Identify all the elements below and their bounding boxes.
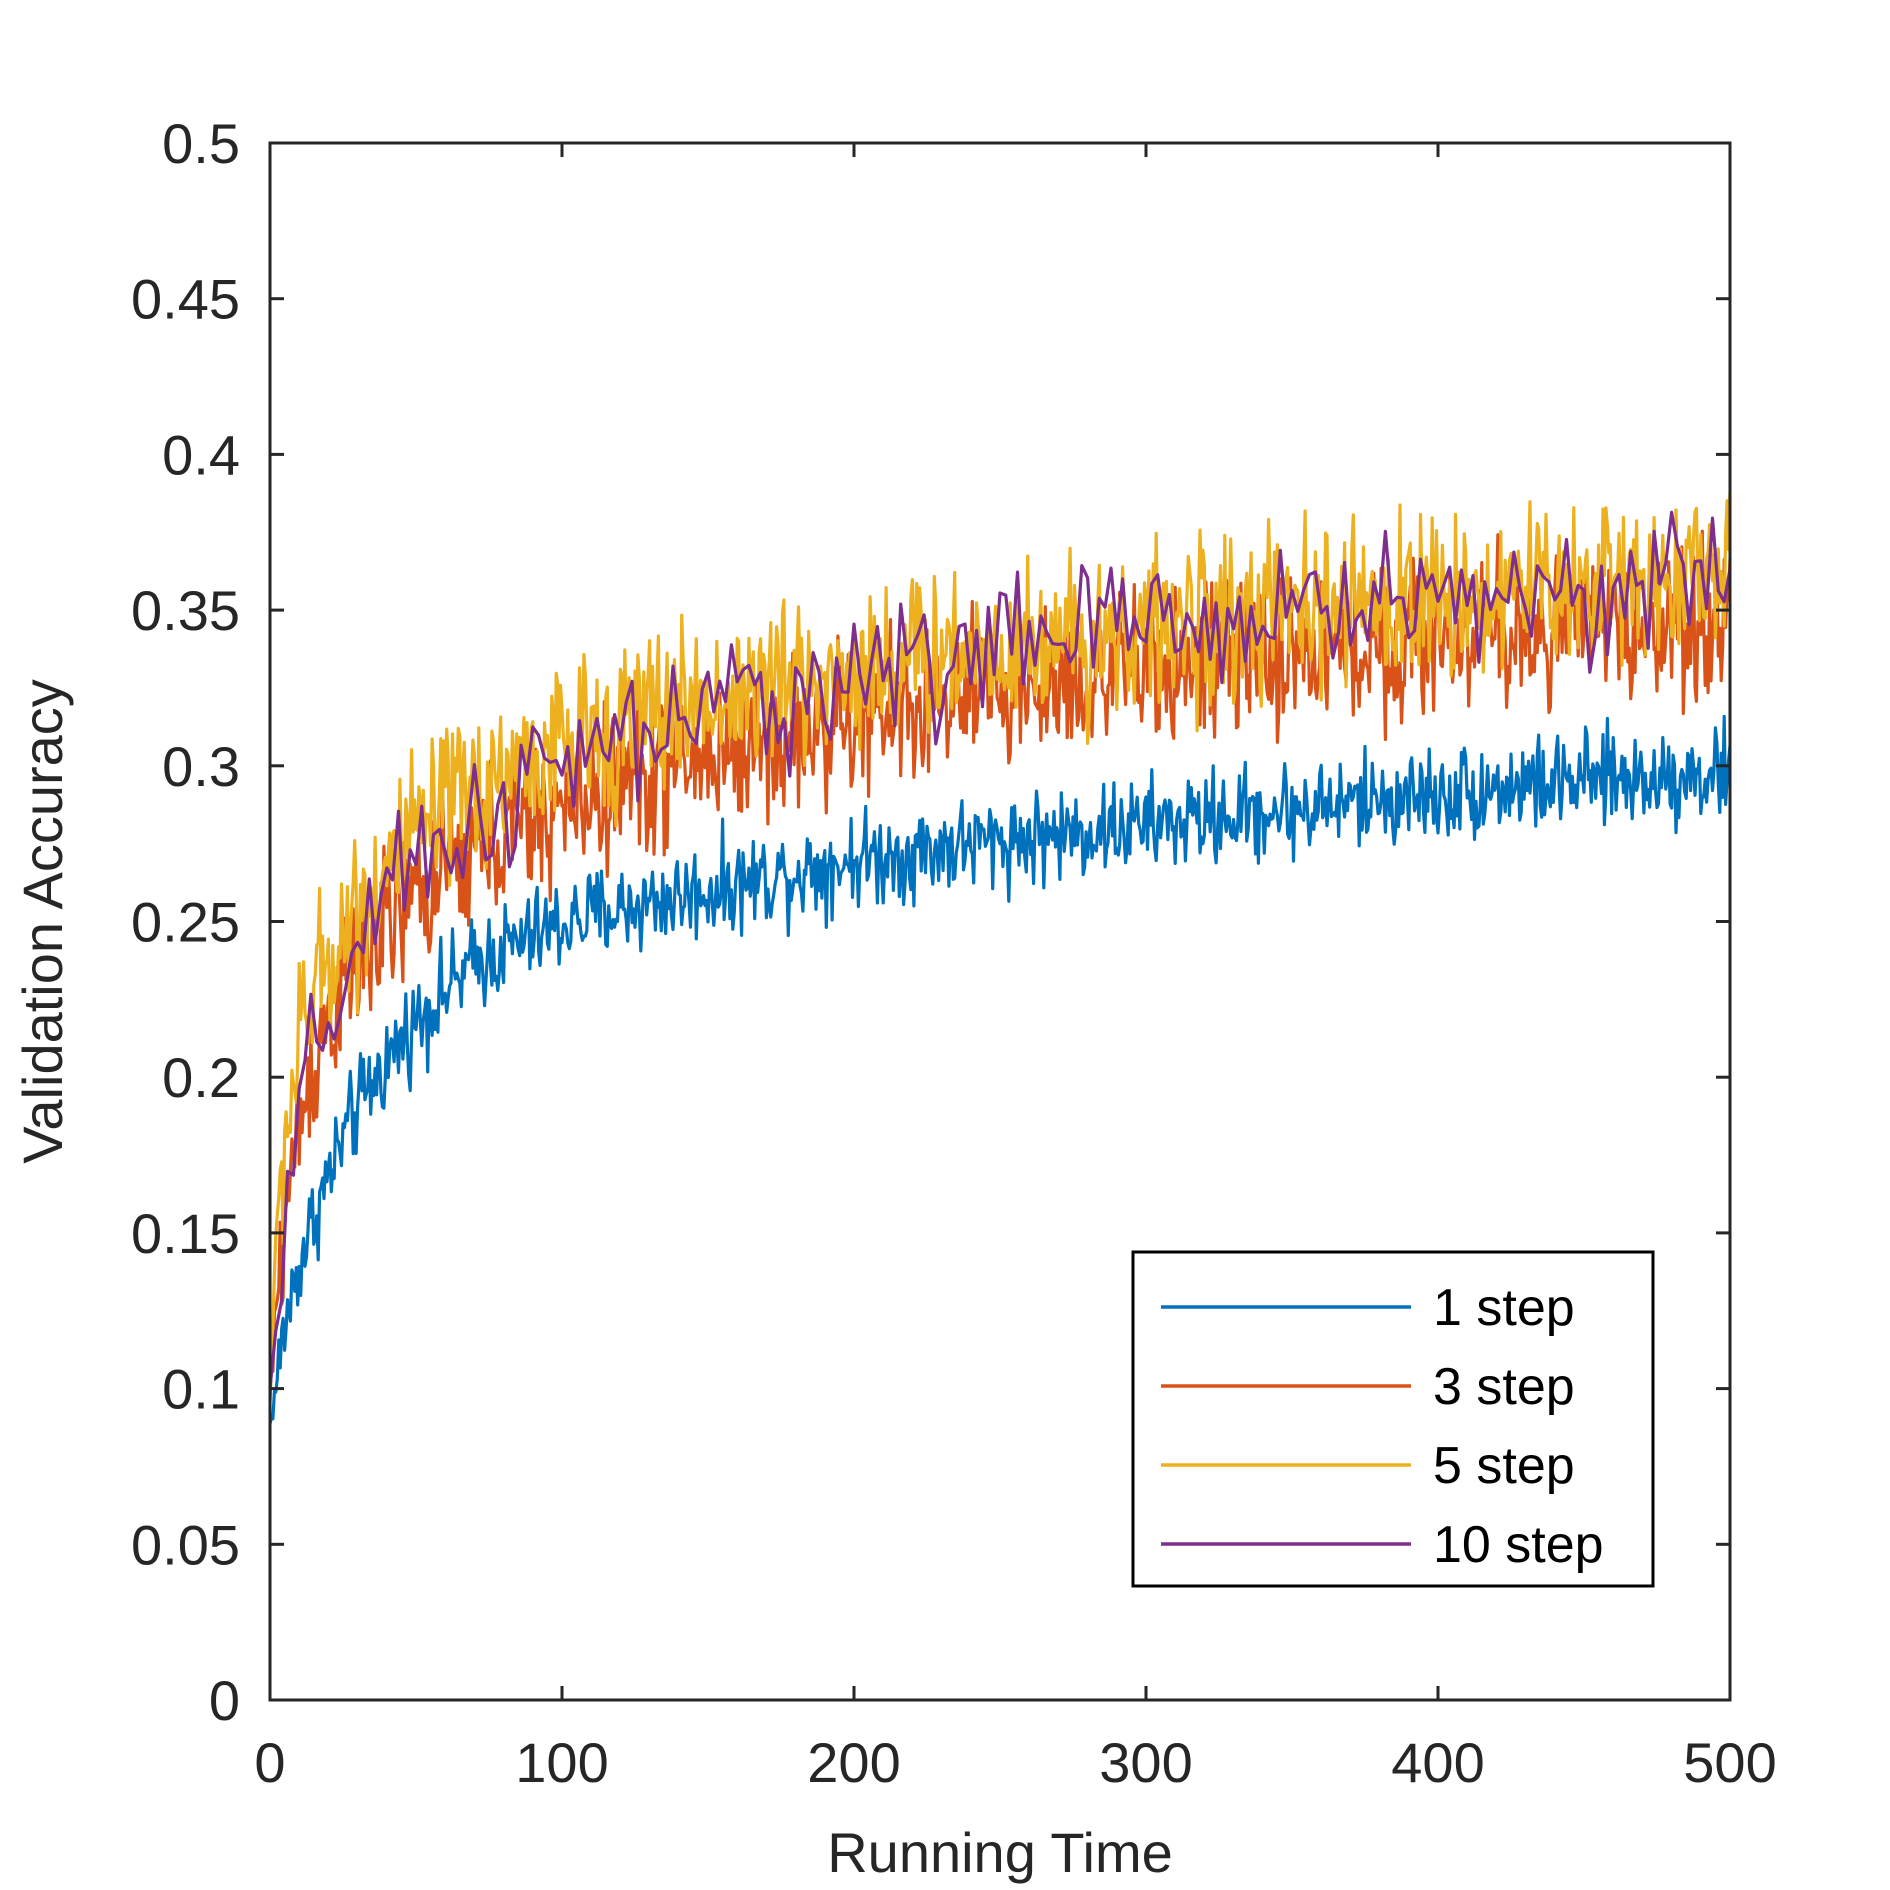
x-tick-label: 100: [515, 1731, 608, 1794]
legend-label-3-step: 3 step: [1433, 1358, 1575, 1416]
x-tick-label: 200: [807, 1731, 900, 1794]
x-axis-title: Running Time: [827, 1821, 1173, 1884]
y-tick-label: 0.2: [162, 1046, 240, 1109]
legend-label-10-step: 10 step: [1433, 1516, 1604, 1574]
x-tick-label: 500: [1683, 1731, 1776, 1794]
legend-label-5-step: 5 step: [1433, 1437, 1575, 1495]
y-tick-label: 0.05: [131, 1513, 240, 1576]
x-tick-label: 0: [254, 1731, 285, 1794]
y-tick-label: 0.45: [131, 268, 240, 331]
legend: 1 step 3 step 5 step 10 step: [1131, 1250, 1655, 1588]
y-axis-title: Validation Accuracy: [11, 679, 74, 1164]
y-tick-label: 0.4: [162, 423, 240, 486]
y-tick-label: 0.5: [162, 112, 240, 175]
legend-label-1-step: 1 step: [1433, 1279, 1575, 1337]
x-tick-label: 400: [1391, 1731, 1484, 1794]
series-line-5-step: [268, 491, 1732, 1387]
y-tick-label: 0.25: [131, 891, 240, 954]
axis-tick-labels: 0 100 200 300 400 500 0 0.05 0.1 0.15 0.2 0.25 0.3 0.…: [131, 112, 1777, 1794]
axis-ticks: [268, 141, 1732, 1702]
y-tick-label: 0.35: [131, 579, 240, 642]
y-tick-label: 0.15: [131, 1202, 240, 1265]
y-tick-label: 0.3: [162, 735, 240, 798]
series-line-1-step: [268, 714, 1732, 1424]
series-layer: [268, 491, 1732, 1424]
y-tick-label: 0.1: [162, 1358, 240, 1421]
y-tick-label: 0: [209, 1669, 240, 1732]
series-line-10-step: [268, 510, 1732, 1388]
x-tick-label: 300: [1099, 1731, 1192, 1794]
